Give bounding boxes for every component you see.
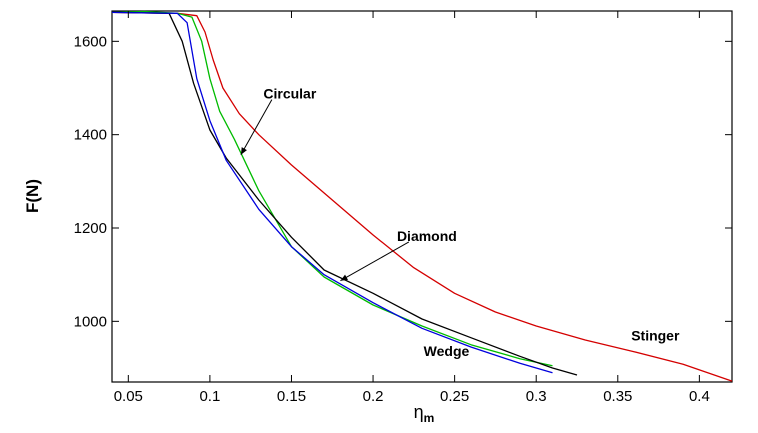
x-tick-label: 0.2 [363,388,384,405]
x-tick-label: 0.15 [277,388,306,405]
series-line-diamond [111,11,578,376]
annotation-label-wedge: Wedge [424,343,470,359]
y-axis-label: F(N) [23,179,42,213]
annotation-label-diamond: Diamond [397,228,457,244]
annotation-arrowhead-diamond [340,274,348,281]
tick-layer: 0.05 0.1 0.15 0.2 0.25 0.3 0.35 0.4 1000 1200 1400… [74,11,732,405]
series-line-wedge [111,11,553,374]
y-tick-label: 1000 [74,313,107,330]
x-tick-label: 0.35 [603,388,632,405]
series-layer [111,10,733,382]
annotation-layer: Circular Diamond Stinger Wedge [240,86,680,359]
annotation-arrow-diamond [340,241,410,282]
x-tick-label: 0.25 [440,388,469,405]
x-axis-label: ηm [414,402,435,425]
x-tick-label: 0.3 [526,388,547,405]
annotation-label-stinger: Stinger [631,327,680,343]
plot-frame [111,10,733,383]
annotation-arrow-circular [240,99,273,155]
x-tick-label: 0.05 [114,388,143,405]
y-tick-label: 1200 [74,220,107,237]
annotation-label-circular: Circular [263,86,316,102]
annotation-arrowhead-circular [240,147,247,155]
x-tick-label: 0.4 [689,388,710,405]
series-line-circular [111,10,553,367]
x-tick-label: 0.1 [199,388,220,405]
y-tick-label: 1400 [74,127,107,144]
series-line-stinger [111,11,733,382]
y-tick-label: 1600 [74,33,107,50]
x-axis-label-subscript: m [424,411,435,425]
x-axis-label-main: η [414,402,424,422]
